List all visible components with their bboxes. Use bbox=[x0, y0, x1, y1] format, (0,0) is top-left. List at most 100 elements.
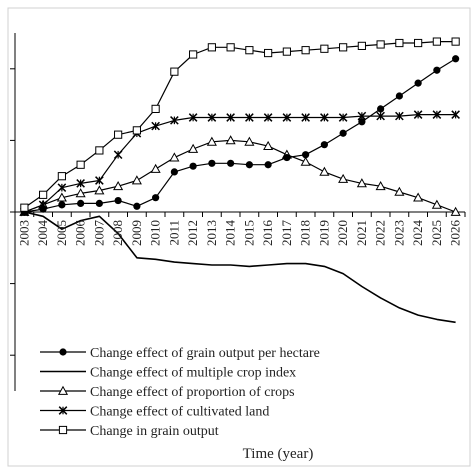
data-point bbox=[283, 153, 291, 162]
data-point bbox=[282, 113, 292, 122]
data-point bbox=[39, 190, 48, 199]
series-line bbox=[24, 211, 456, 324]
data-point bbox=[39, 205, 47, 213]
data-point bbox=[131, 175, 142, 185]
data-point bbox=[225, 135, 236, 145]
x-tick-labels: 2003 2004 2005 2006 2007 2008 2009 2010 2011 2012… bbox=[16, 220, 462, 247]
data-point bbox=[338, 173, 349, 183]
legend-label: Change effect of multiple crop index bbox=[90, 366, 296, 381]
data-point bbox=[338, 113, 348, 122]
series-5 bbox=[20, 37, 460, 212]
data-point bbox=[245, 161, 253, 169]
data-point bbox=[263, 140, 274, 150]
data-point bbox=[207, 43, 216, 52]
data-point bbox=[95, 146, 104, 155]
legend-item: Change effect of multiple crop index bbox=[40, 366, 296, 381]
data-point bbox=[376, 111, 385, 121]
series-line bbox=[24, 113, 456, 213]
data-point bbox=[245, 46, 254, 55]
data-point bbox=[413, 192, 424, 202]
data-point bbox=[300, 156, 311, 166]
data-point bbox=[188, 143, 199, 153]
x-tick-label: 2013 bbox=[204, 220, 219, 246]
data-point bbox=[95, 199, 103, 208]
data-point bbox=[414, 79, 422, 87]
data-point bbox=[207, 113, 217, 122]
data-point bbox=[413, 110, 423, 119]
data-point bbox=[339, 43, 348, 52]
data-point bbox=[151, 121, 160, 131]
data-point bbox=[132, 126, 141, 135]
data-point bbox=[395, 111, 404, 121]
x-tick-label: 2009 bbox=[129, 220, 144, 246]
x-tick-label: 2026 bbox=[448, 220, 463, 247]
x-tick-label: 2024 bbox=[410, 220, 425, 247]
data-point bbox=[57, 172, 66, 181]
data-point bbox=[452, 55, 460, 63]
data-point bbox=[114, 130, 123, 139]
x-tick-label: 2003 bbox=[16, 220, 31, 246]
data-point bbox=[432, 37, 441, 46]
x-tick-label: 2016 bbox=[260, 220, 275, 247]
data-point bbox=[114, 196, 122, 205]
data-point bbox=[339, 129, 347, 137]
data-point bbox=[75, 188, 86, 198]
data-point bbox=[264, 161, 272, 169]
series-4 bbox=[20, 110, 460, 217]
legend-label: Change in grain output bbox=[90, 424, 219, 439]
data-point bbox=[227, 159, 235, 167]
data-point bbox=[394, 186, 405, 196]
x-axis-label: Time (year) bbox=[243, 446, 314, 462]
legend-label: Change effect of cultivated land bbox=[90, 405, 269, 420]
chart-border bbox=[7, 7, 471, 467]
x-tick-label: 2004 bbox=[35, 220, 50, 247]
x-tick-label: 2011 bbox=[166, 220, 181, 246]
x-tick-label: 2025 bbox=[429, 220, 444, 246]
data-point bbox=[263, 113, 273, 122]
legend-item: Change effect of cultivated land bbox=[40, 405, 269, 420]
data-point bbox=[432, 110, 442, 119]
data-point bbox=[320, 141, 328, 149]
x-tick-label: 2008 bbox=[110, 220, 125, 246]
data-point bbox=[170, 116, 179, 125]
data-point bbox=[56, 192, 67, 202]
data-point bbox=[451, 110, 460, 119]
data-point bbox=[301, 113, 310, 122]
x-tick-label: 2020 bbox=[335, 220, 350, 246]
legend-label: Change effect of proportion of crops bbox=[90, 385, 295, 400]
data-point bbox=[206, 136, 217, 146]
x-tick-label: 2018 bbox=[298, 220, 313, 246]
data-point bbox=[320, 113, 329, 122]
legend-item: Change effect of proportion of crops bbox=[40, 385, 295, 400]
x-tick-label: 2019 bbox=[316, 220, 331, 246]
data-point bbox=[189, 50, 198, 59]
data-point bbox=[301, 46, 310, 55]
data-point bbox=[113, 180, 124, 191]
data-point bbox=[226, 113, 235, 122]
data-point bbox=[94, 185, 105, 195]
data-point bbox=[244, 136, 255, 146]
series-2 bbox=[24, 211, 456, 324]
series-layer bbox=[19, 37, 461, 324]
legend-item: Change in grain output bbox=[40, 424, 219, 439]
x-tick-label: 2006 bbox=[73, 220, 88, 247]
data-point bbox=[133, 202, 141, 210]
data-point bbox=[226, 43, 235, 52]
data-point bbox=[150, 163, 161, 173]
data-point bbox=[20, 203, 29, 212]
x-tick-label: 2023 bbox=[391, 220, 406, 246]
data-point bbox=[451, 37, 460, 46]
x-tick-label: 2022 bbox=[373, 220, 388, 246]
data-point bbox=[188, 113, 198, 122]
data-point bbox=[376, 40, 385, 49]
data-point bbox=[395, 38, 404, 48]
data-point bbox=[95, 176, 104, 185]
data-point bbox=[245, 113, 254, 122]
data-point bbox=[151, 104, 160, 113]
axes bbox=[10, 33, 466, 391]
data-point bbox=[170, 168, 178, 176]
data-point bbox=[77, 199, 85, 208]
data-point bbox=[113, 150, 123, 160]
x-tick-label: 2021 bbox=[354, 220, 369, 246]
